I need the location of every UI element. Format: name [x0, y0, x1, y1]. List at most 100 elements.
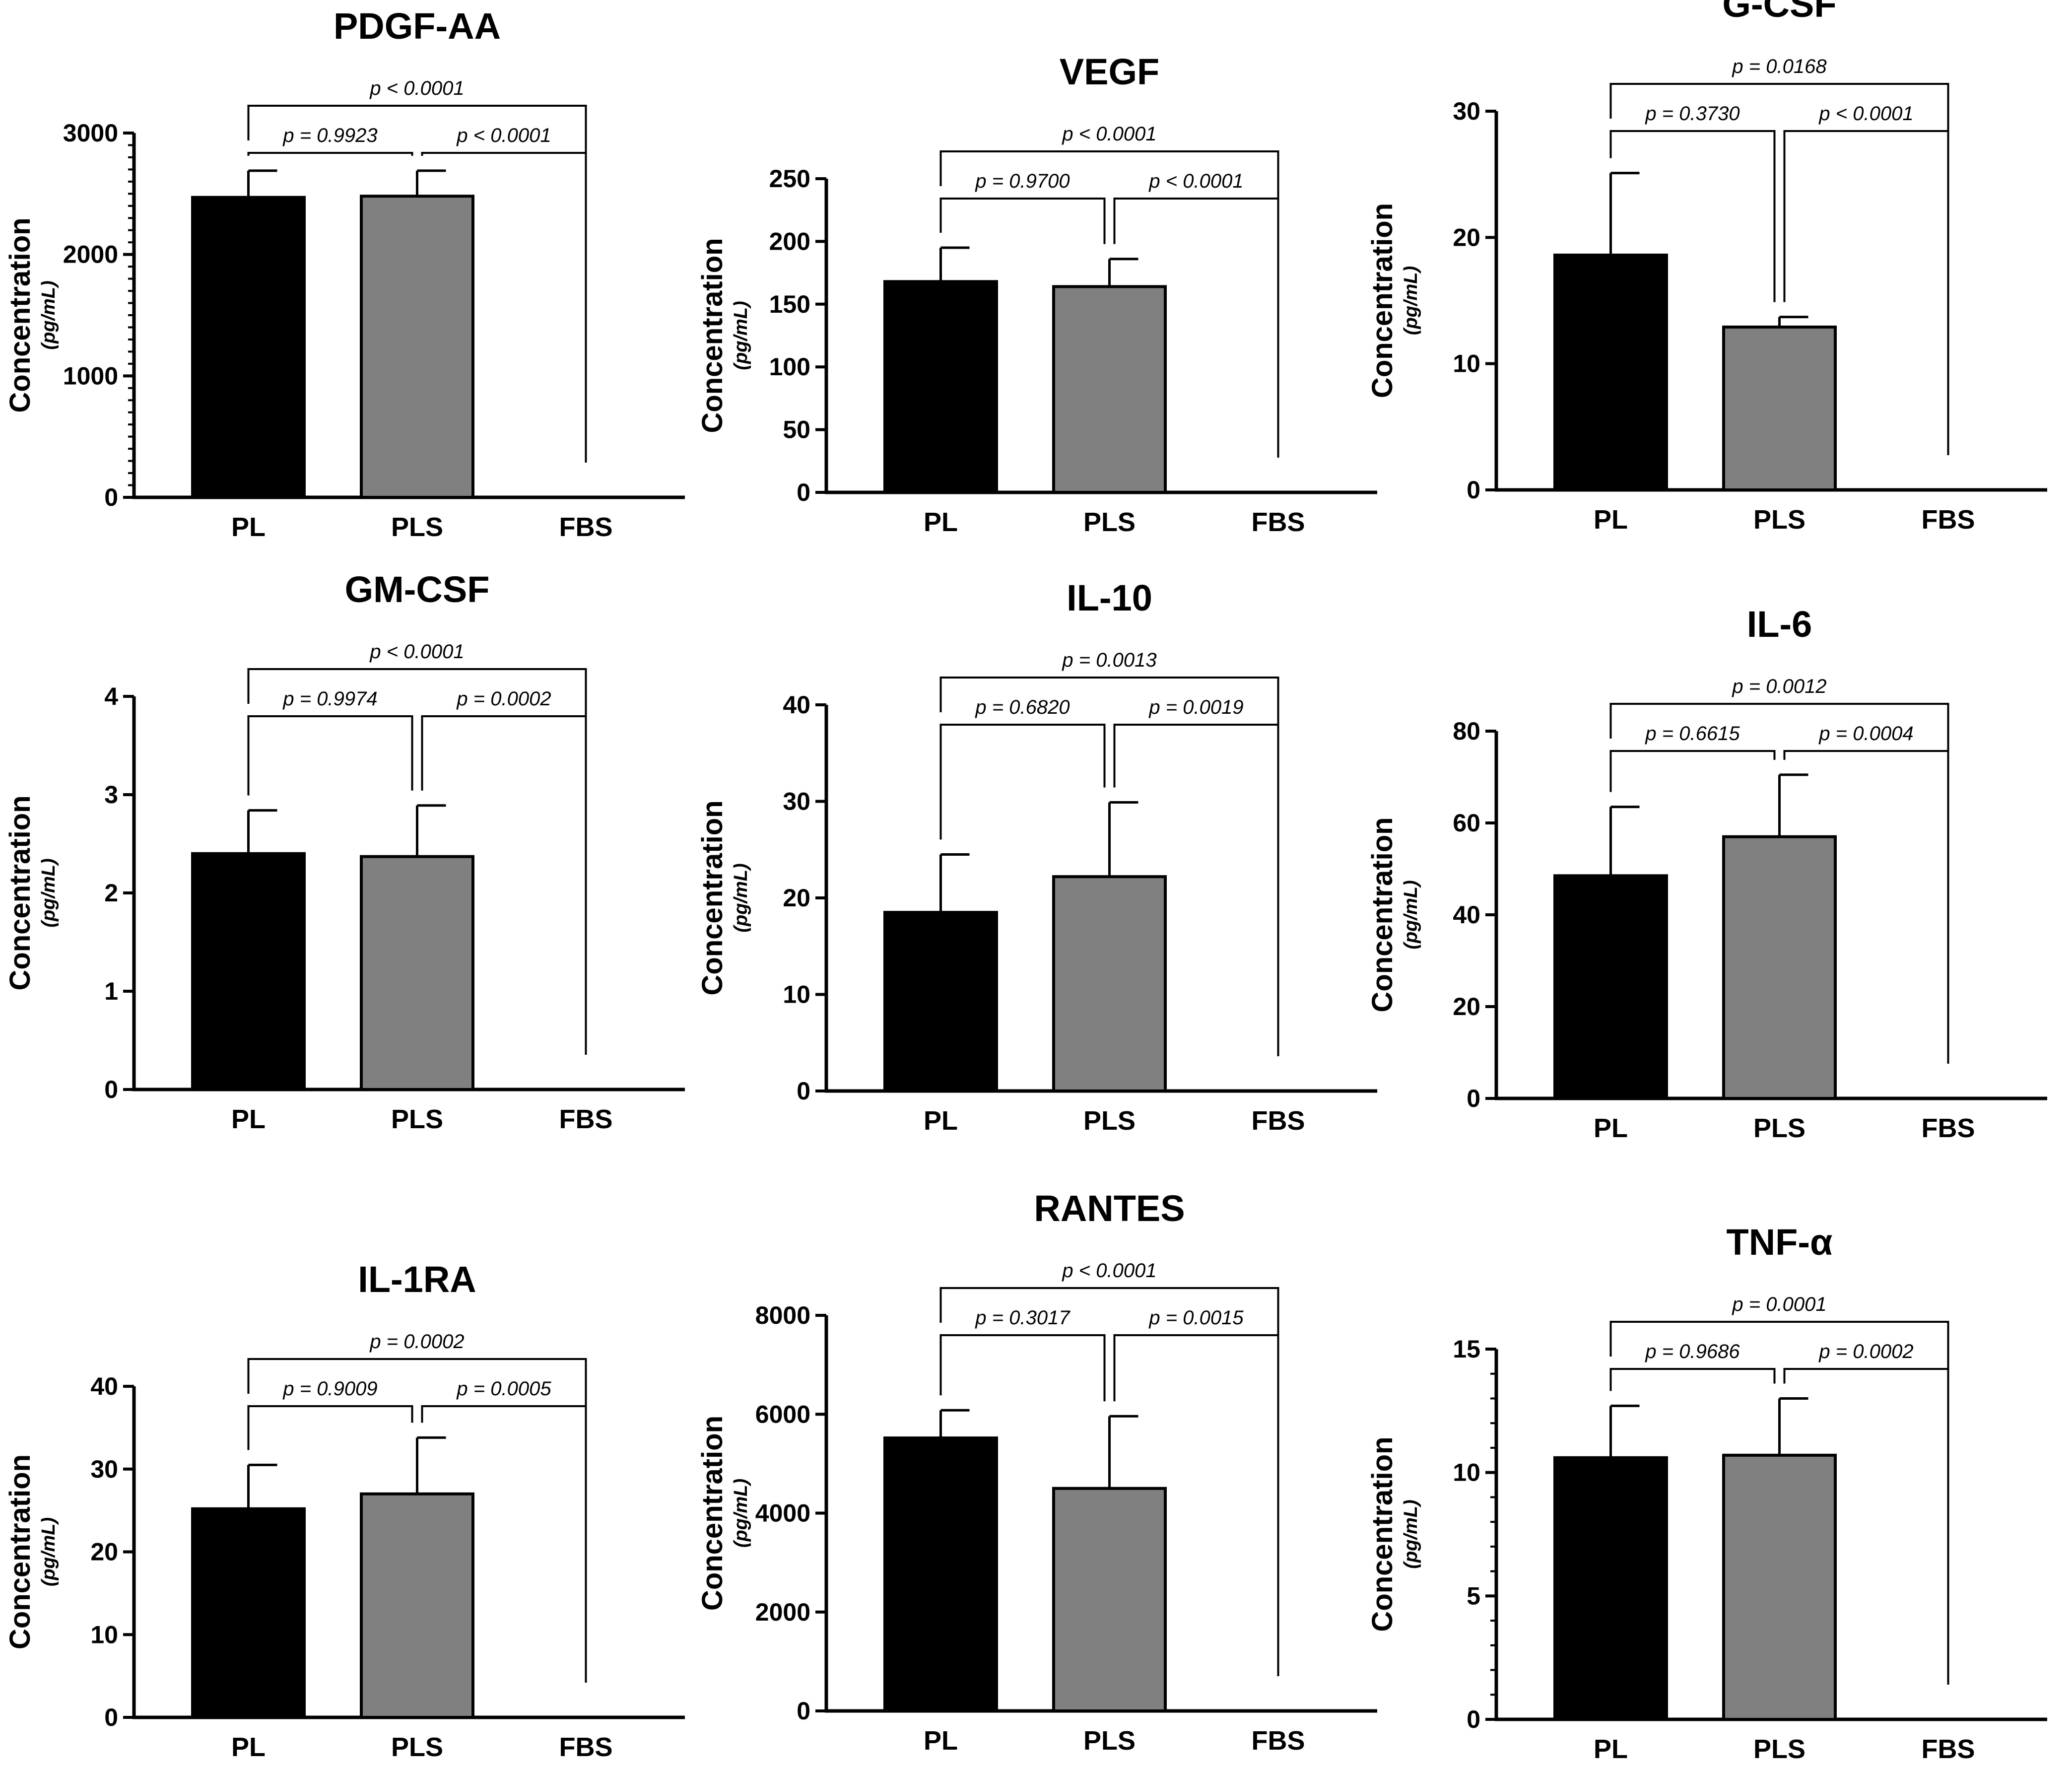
x-category-label: PLS — [1083, 507, 1136, 537]
p-value-label: p = 0.9923 — [282, 125, 377, 146]
y-axis-label: Concentration — [4, 217, 36, 412]
significance-bracket — [939, 677, 1279, 1056]
x-category-label: PLS — [1753, 1113, 1805, 1143]
y-tick-label: 0 — [104, 1703, 118, 1731]
y-tick-label: 2 — [104, 879, 118, 907]
y-tick-label: 0 — [1467, 1085, 1480, 1112]
y-tick-label: 200 — [769, 227, 810, 255]
x-category-label: FBS — [1252, 507, 1305, 537]
bar-pls — [360, 195, 474, 499]
y-tick-label: 20 — [783, 884, 810, 912]
y-tick-label: 4000 — [755, 1499, 810, 1527]
significance-bracket — [1609, 703, 1949, 1064]
y-tick-label: 6000 — [755, 1400, 810, 1428]
panel-title: GM-CSF — [345, 569, 490, 610]
y-tick-label: 20 — [1453, 223, 1480, 251]
x-category-label: FBS — [1922, 1113, 1975, 1143]
bar-pl — [191, 196, 306, 499]
x-category-label: PL — [924, 1726, 958, 1756]
p-value-label: p < 0.0001 — [369, 77, 464, 99]
p-value-label: p = 0.9974 — [282, 688, 377, 710]
significance-bracket — [1609, 83, 1949, 455]
y-tick-label: 1 — [104, 977, 118, 1005]
y-tick-label: 60 — [1453, 809, 1480, 837]
y-tick-label: 40 — [783, 691, 810, 719]
bar-pl — [1553, 874, 1668, 1100]
significance-bracket — [247, 715, 413, 796]
panel-title: PDGF-AA — [334, 5, 501, 47]
significance-bracket — [939, 724, 1106, 840]
x-category-label: PLS — [1753, 1734, 1805, 1764]
p-value-label: p = 0.3017 — [975, 1307, 1070, 1329]
p-value-label: p = 0.0013 — [1062, 649, 1156, 671]
y-tick-label: 30 — [1453, 97, 1480, 125]
y-tick-label: 0 — [1467, 1705, 1480, 1733]
x-category-label: PL — [231, 1732, 266, 1762]
y-axis-unit: (pg/mL) — [1401, 1499, 1421, 1568]
chart-panel: IL-10 Concentration (pg/mL) 0 10 20 30 40 PL PLS F… — [696, 577, 1377, 1136]
x-category-label: PLS — [391, 512, 443, 542]
bar-pl — [883, 911, 998, 1093]
y-tick-label: 40 — [90, 1372, 118, 1400]
y-tick-label: 0 — [104, 483, 118, 511]
p-value-label: p = 0.6820 — [975, 696, 1069, 718]
bar-pls — [360, 1492, 474, 1719]
bar-pl — [191, 852, 306, 1091]
bar-pl — [191, 1507, 306, 1719]
x-category-label: PL — [231, 512, 266, 542]
y-tick-label: 0 — [797, 1697, 810, 1725]
y-axis-unit: (pg/mL) — [38, 1517, 59, 1586]
y-tick-label: 20 — [90, 1538, 118, 1566]
significance-bracket — [247, 152, 413, 156]
x-category-label: PL — [1594, 1113, 1628, 1143]
y-axis-unit: (pg/mL) — [731, 1479, 751, 1548]
p-value-label: p < 0.0001 — [1062, 1260, 1156, 1282]
significance-bracket — [1609, 130, 1776, 302]
chart-panel: GM-CSF Concentration (pg/mL) 0 1 2 3 4 PL PLS FBS p… — [4, 569, 685, 1134]
x-category-label: FBS — [559, 512, 613, 542]
y-tick-label: 3000 — [63, 119, 118, 147]
p-value-label: p = 0.0002 — [369, 1331, 464, 1353]
x-category-label: PLS — [1083, 1106, 1136, 1136]
bar-pls — [1722, 835, 1837, 1100]
significance-bracket — [247, 1405, 413, 1450]
chart-panel: PDGF-AA Concentration (pg/mL) 0 1000 2000 3000… — [4, 5, 685, 542]
y-axis-label: Concentration — [696, 1416, 729, 1611]
p-value-label: p < 0.0001 — [369, 641, 464, 663]
x-category-label: FBS — [559, 1104, 613, 1134]
panel-title: G-CSF — [1722, 0, 1836, 25]
panel-title: RANTES — [1034, 1188, 1185, 1229]
significance-bracket — [1609, 750, 1776, 792]
bar-pls — [1052, 875, 1167, 1092]
y-tick-label: 3 — [104, 781, 118, 809]
p-value-label: p = 0.9686 — [1645, 1341, 1740, 1362]
significance-bracket — [939, 1334, 1106, 1402]
x-category-label: PLS — [1753, 505, 1805, 535]
x-category-label: PLS — [1083, 1726, 1136, 1756]
bar-pl — [1553, 1456, 1668, 1721]
y-tick-label: 2000 — [63, 241, 118, 269]
panel-title: VEGF — [1060, 51, 1159, 92]
p-value-label: p = 0.0015 — [1148, 1307, 1244, 1329]
p-value-label: p = 0.0002 — [1818, 1341, 1913, 1362]
y-axis-unit: (pg/mL) — [1401, 266, 1421, 335]
y-tick-label: 80 — [1453, 717, 1480, 745]
p-value-label: p = 0.9700 — [975, 170, 1069, 192]
y-tick-label: 10 — [783, 981, 810, 1009]
y-tick-label: 30 — [783, 788, 810, 816]
bar-pls — [1052, 1487, 1167, 1712]
y-tick-label: 4 — [104, 682, 118, 710]
bar-pls — [360, 855, 474, 1091]
p-value-label: p < 0.0001 — [1148, 170, 1243, 192]
x-category-label: PL — [924, 507, 958, 537]
y-axis-label: Concentration — [1366, 203, 1399, 398]
significance-bracket — [939, 1287, 1279, 1676]
p-value-label: p = 0.0168 — [1732, 56, 1827, 77]
panel-title: IL-10 — [1067, 577, 1152, 618]
y-tick-label: 0 — [797, 478, 810, 506]
bar-pl — [1553, 253, 1668, 491]
panel-title: IL-1RA — [358, 1259, 476, 1300]
chart-panel: RANTES Concentration (pg/mL) 0 2000 4000 6000 8… — [696, 1188, 1377, 1756]
bar-pls — [1722, 325, 1837, 491]
y-tick-label: 10 — [90, 1621, 118, 1648]
